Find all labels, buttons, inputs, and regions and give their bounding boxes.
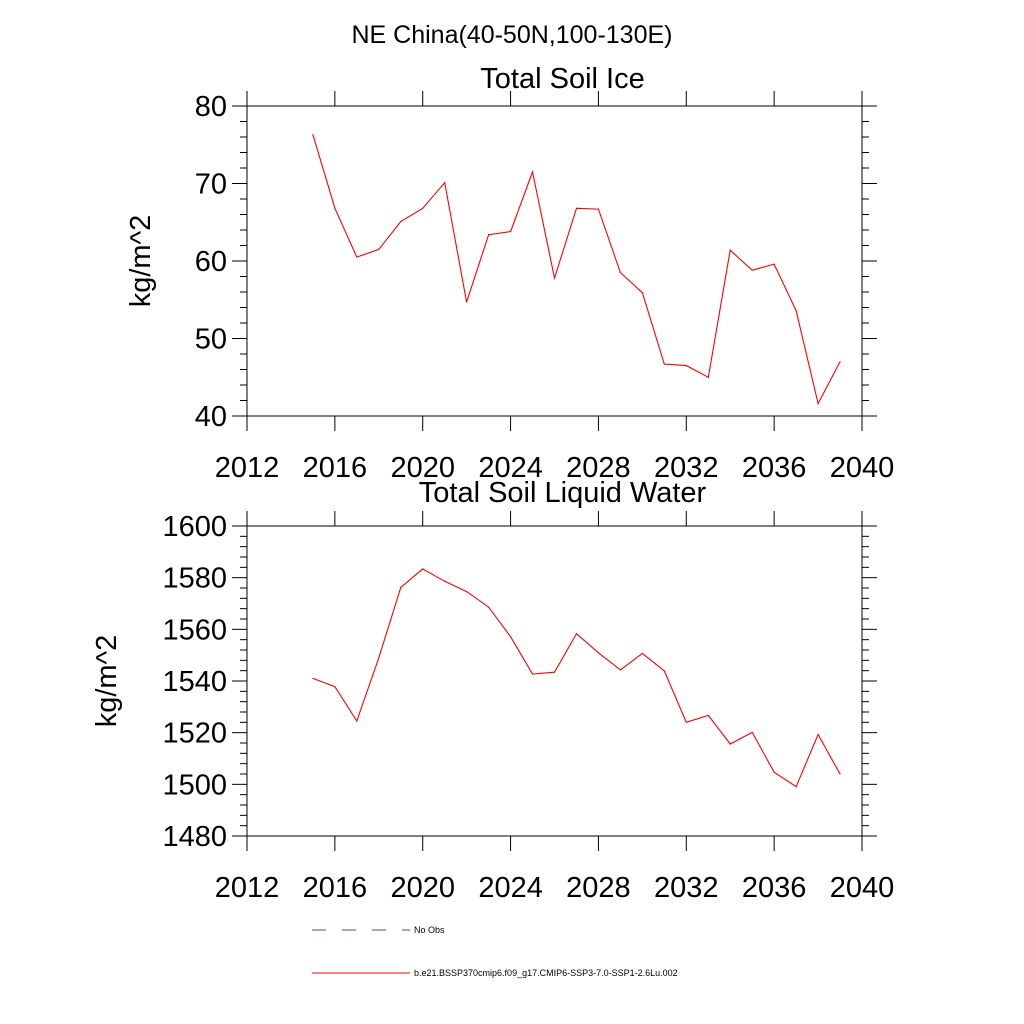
plot-frame (246, 525, 863, 837)
data-point (509, 636, 512, 638)
data-point (378, 657, 380, 659)
data-point (707, 376, 709, 378)
y-tick-label: 1540 (162, 666, 227, 698)
series-line (312, 568, 841, 788)
x-tick-label: 2024 (478, 872, 543, 904)
data-point (488, 234, 490, 236)
data-point (378, 248, 380, 250)
figure-title: NE China(40-50N,100-130E) (351, 21, 672, 49)
data-point (795, 786, 797, 788)
data-point (422, 568, 424, 570)
y-tick-label: 1600 (162, 511, 227, 543)
data-point (839, 773, 841, 775)
data-point (751, 269, 753, 271)
y-tick-label: 1560 (162, 614, 227, 646)
data-point (707, 714, 709, 716)
chart-title: Total Soil Ice (480, 63, 644, 95)
x-tick-label: 2032 (654, 872, 719, 904)
data-point (641, 652, 643, 654)
data-point (575, 633, 578, 635)
data-point (356, 256, 358, 258)
x-tick-label: 2024 (478, 452, 543, 484)
y-tick-label: 80 (195, 91, 227, 123)
data-point (356, 720, 358, 722)
y-tick-label: 1580 (162, 563, 227, 595)
x-tick-label: 2012 (215, 452, 280, 484)
x-tick-label: 2036 (742, 452, 807, 484)
data-point (531, 673, 534, 675)
x-tick-label: 2020 (390, 452, 455, 484)
data-point (400, 586, 402, 589)
data-point (531, 171, 534, 173)
chart-title: Total Soil Liquid Water (419, 477, 707, 509)
series-line (312, 134, 841, 406)
x-tick-label: 2032 (654, 452, 719, 484)
y-tick-label: 1520 (162, 718, 227, 750)
data-point (553, 671, 556, 673)
data-point (641, 292, 643, 294)
y-axis-label: kg/m^2 (125, 215, 157, 308)
y-axis-label: kg/m^2 (91, 635, 123, 728)
y-tick-label: 1500 (162, 769, 227, 801)
x-tick-label: 2040 (830, 872, 895, 904)
data-point (312, 134, 314, 136)
data-point (334, 686, 336, 688)
data-point (444, 580, 446, 582)
data-point (553, 277, 556, 279)
y-tick-label: 1480 (162, 821, 227, 853)
data-point (466, 301, 468, 303)
legend-label-model-run: b.e21.BSSP370cmip6.f09_g17.CMIP6-SSP3-7.… (414, 968, 678, 978)
y-tick-label: 70 (195, 169, 227, 201)
data-point (597, 652, 600, 654)
y-tick-label: 60 (195, 246, 227, 278)
data-point (751, 731, 753, 734)
data-point (729, 743, 731, 745)
data-point (400, 220, 402, 223)
chart-panel-total-soil-liquid-water: Total Soil Liquid Water kg/m^2 2012 2016 202… (91, 477, 894, 904)
data-point (729, 249, 731, 251)
data-point (509, 230, 512, 233)
data-point (839, 361, 841, 363)
data-point (334, 207, 336, 209)
data-point (488, 606, 490, 608)
data-point (466, 591, 468, 593)
x-tick-label: 2040 (830, 452, 895, 484)
data-point (597, 208, 600, 210)
legend-label-no-obs: No Obs (414, 925, 445, 935)
data-point (817, 733, 819, 736)
legend: No Obs b.e21.BSSP370cmip6.f09_g17.CMIP6-… (312, 925, 678, 978)
x-tick-label: 2012 (215, 872, 280, 904)
data-point (773, 771, 775, 773)
data-point (422, 207, 424, 209)
x-tick-label: 2016 (303, 452, 368, 484)
x-tick-label: 2016 (303, 872, 368, 904)
data-point (773, 263, 775, 265)
x-tick-label: 2036 (742, 872, 807, 904)
data-point (795, 310, 797, 312)
data-point (444, 182, 446, 184)
y-tick-label: 40 (195, 401, 227, 433)
data-point (817, 403, 819, 405)
data-point (312, 677, 314, 680)
x-tick-label: 2028 (566, 452, 631, 484)
x-tick-label: 2020 (390, 872, 455, 904)
data-point (663, 363, 665, 365)
plot-frame (246, 105, 863, 417)
data-point (663, 670, 665, 672)
data-point (619, 272, 621, 274)
x-tick-label: 2028 (566, 872, 631, 904)
data-point (685, 365, 687, 367)
chart-panel-total-soil-ice: Total Soil Ice kg/m^2 2012 2016 2020 2024 2028… (125, 63, 894, 484)
y-tick-label: 50 (195, 324, 227, 356)
data-point (619, 669, 621, 671)
data-point (575, 207, 578, 209)
data-point (685, 721, 687, 723)
